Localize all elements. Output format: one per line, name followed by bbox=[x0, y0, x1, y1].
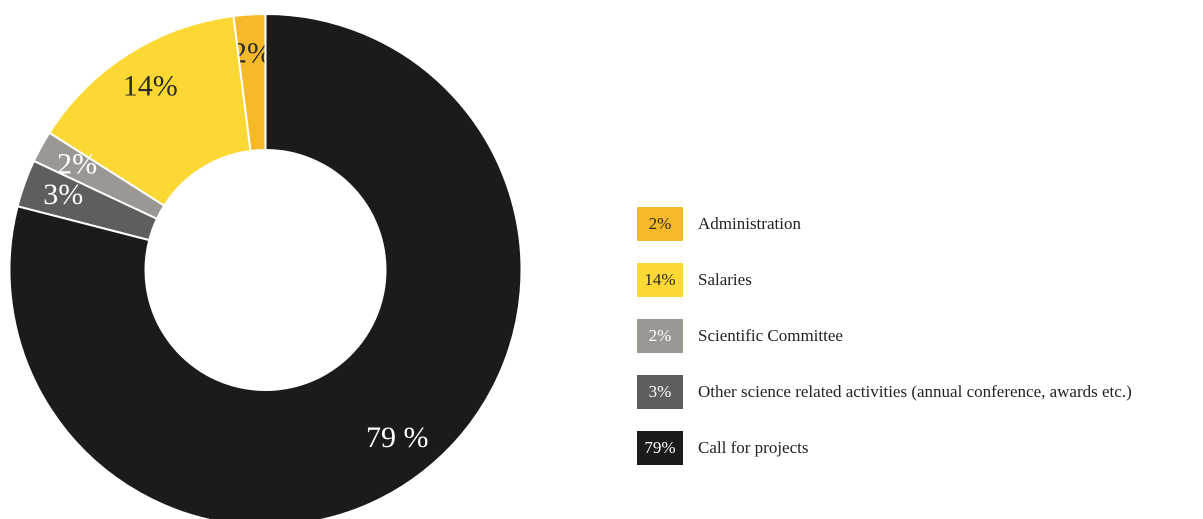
legend-swatch bbox=[637, 263, 683, 297]
legend-swatch bbox=[637, 207, 683, 241]
legend-swatch bbox=[637, 431, 683, 465]
legend-value: 14% bbox=[644, 270, 675, 289]
legend-label: Call for projects bbox=[698, 438, 808, 457]
donut-slice bbox=[8, 12, 523, 519]
donut-slice bbox=[47, 14, 252, 208]
legend-label: Administration bbox=[698, 214, 801, 233]
legend-value: 2% bbox=[649, 326, 672, 345]
legend-value: 2% bbox=[649, 214, 672, 233]
legend-label: Scientific Committee bbox=[698, 326, 843, 345]
slice-label: 14% bbox=[123, 69, 178, 102]
slice-label: 3% bbox=[43, 178, 83, 211]
legend-label: Other science related activities (annual… bbox=[698, 382, 1132, 401]
legend-value: 3% bbox=[649, 382, 672, 401]
slice-label: 79 % bbox=[366, 421, 429, 454]
legend-value: 79% bbox=[644, 438, 675, 457]
legend-swatch bbox=[637, 319, 683, 353]
legend-label: Salaries bbox=[698, 270, 752, 289]
legend-swatch bbox=[637, 375, 683, 409]
